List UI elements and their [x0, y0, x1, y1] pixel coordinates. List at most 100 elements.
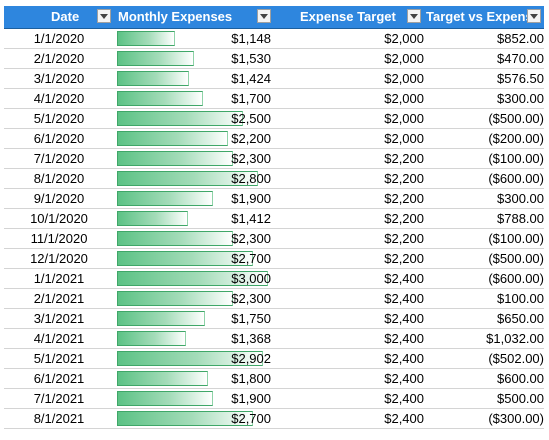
data-bar	[117, 31, 175, 46]
cell-expense-target[interactable]: $2,400	[274, 268, 424, 289]
expense-value: $2,300	[231, 231, 271, 246]
cell-target-vs-expense[interactable]: ($500.00)	[424, 248, 544, 269]
cell-monthly-expense[interactable]: $2,300	[114, 228, 274, 249]
cell-date[interactable]: 3/1/2021	[4, 308, 114, 329]
cell-date[interactable]: 6/1/2020	[4, 128, 114, 149]
cell-monthly-expense[interactable]: $1,900	[114, 188, 274, 209]
cell-monthly-expense[interactable]: $1,424	[114, 68, 274, 89]
cell-date[interactable]: 9/1/2020	[4, 188, 114, 209]
cell-monthly-expense[interactable]: $1,750	[114, 308, 274, 329]
table-row: 1/1/2021 $3,000 $2,400 ($600.00)	[4, 268, 544, 289]
column-header-label: Target vs Expens	[426, 9, 533, 24]
cell-target-vs-expense[interactable]: ($200.00)	[424, 128, 544, 149]
cell-expense-target[interactable]: $2,200	[274, 208, 424, 229]
cell-target-vs-expense[interactable]: $470.00	[424, 48, 544, 69]
cell-expense-target[interactable]: $2,400	[274, 308, 424, 329]
cell-target-vs-expense[interactable]: ($100.00)	[424, 148, 544, 169]
cell-date[interactable]: 1/1/2021	[4, 268, 114, 289]
cell-target-vs-expense[interactable]: $576.50	[424, 68, 544, 89]
cell-monthly-expense[interactable]: $1,800	[114, 368, 274, 389]
cell-expense-target[interactable]: $2,200	[274, 228, 424, 249]
cell-target-vs-expense[interactable]: $300.00	[424, 88, 544, 109]
expense-value: $1,424	[231, 71, 271, 86]
cell-expense-target[interactable]: $2,400	[274, 348, 424, 369]
data-bar	[117, 311, 205, 326]
data-bar	[117, 151, 233, 166]
cell-target-vs-expense[interactable]: ($600.00)	[424, 268, 544, 289]
cell-expense-target[interactable]: $2,400	[274, 288, 424, 309]
column-header-date[interactable]: Date	[4, 6, 114, 29]
cell-date[interactable]: 8/1/2021	[4, 408, 114, 429]
cell-date[interactable]: 1/1/2020	[4, 28, 114, 49]
cell-expense-target[interactable]: $2,000	[274, 108, 424, 129]
cell-target-vs-expense[interactable]: $650.00	[424, 308, 544, 329]
expense-value: $1,900	[231, 391, 271, 406]
cell-date[interactable]: 11/1/2020	[4, 228, 114, 249]
cell-monthly-expense[interactable]: $1,900	[114, 388, 274, 409]
filter-dropdown-icon[interactable]	[257, 9, 271, 23]
column-header-label: Date	[51, 9, 80, 24]
column-header-target-vs-expense[interactable]: Target vs Expens	[424, 6, 544, 29]
cell-target-vs-expense[interactable]: $1,032.00	[424, 328, 544, 349]
cell-date[interactable]: 5/1/2021	[4, 348, 114, 369]
filter-dropdown-icon[interactable]	[407, 9, 421, 23]
cell-date[interactable]: 3/1/2020	[4, 68, 114, 89]
cell-monthly-expense[interactable]: $1,530	[114, 48, 274, 69]
cell-monthly-expense[interactable]: $1,148	[114, 28, 274, 49]
cell-expense-target[interactable]: $2,000	[274, 48, 424, 69]
cell-target-vs-expense[interactable]: ($100.00)	[424, 228, 544, 249]
cell-monthly-expense[interactable]: $2,200	[114, 128, 274, 149]
cell-target-vs-expense[interactable]: $100.00	[424, 288, 544, 309]
cell-target-vs-expense[interactable]: $600.00	[424, 368, 544, 389]
cell-target-vs-expense[interactable]: ($502.00)	[424, 348, 544, 369]
cell-date[interactable]: 4/1/2021	[4, 328, 114, 349]
cell-expense-target[interactable]: $2,000	[274, 88, 424, 109]
cell-expense-target[interactable]: $2,000	[274, 128, 424, 149]
cell-monthly-expense[interactable]: $2,300	[114, 288, 274, 309]
cell-date[interactable]: 7/1/2020	[4, 148, 114, 169]
cell-monthly-expense[interactable]: $2,902	[114, 348, 274, 369]
cell-target-vs-expense[interactable]: $852.00	[424, 28, 544, 49]
cell-target-vs-expense[interactable]: $500.00	[424, 388, 544, 409]
cell-date[interactable]: 4/1/2020	[4, 88, 114, 109]
cell-monthly-expense[interactable]: $1,700	[114, 88, 274, 109]
cell-date[interactable]: 5/1/2020	[4, 108, 114, 129]
cell-expense-target[interactable]: $2,400	[274, 408, 424, 429]
cell-target-vs-expense[interactable]: ($600.00)	[424, 168, 544, 189]
cell-monthly-expense[interactable]: $2,800	[114, 168, 274, 189]
cell-expense-target[interactable]: $2,200	[274, 248, 424, 269]
cell-expense-target[interactable]: $2,000	[274, 28, 424, 49]
cell-target-vs-expense[interactable]: ($500.00)	[424, 108, 544, 129]
cell-expense-target[interactable]: $2,400	[274, 388, 424, 409]
expense-value: $2,300	[231, 291, 271, 306]
cell-date[interactable]: 2/1/2020	[4, 48, 114, 69]
filter-dropdown-icon[interactable]	[97, 9, 111, 23]
cell-expense-target[interactable]: $2,200	[274, 148, 424, 169]
cell-date[interactable]: 6/1/2021	[4, 368, 114, 389]
cell-monthly-expense[interactable]: $2,700	[114, 248, 274, 269]
filter-dropdown-icon[interactable]	[527, 9, 541, 23]
data-bar	[117, 351, 263, 366]
column-header-monthly-expenses[interactable]: Monthly Expenses	[114, 6, 274, 29]
cell-monthly-expense[interactable]: $1,412	[114, 208, 274, 229]
cell-date[interactable]: 2/1/2021	[4, 288, 114, 309]
cell-target-vs-expense[interactable]: ($300.00)	[424, 408, 544, 429]
cell-expense-target[interactable]: $2,400	[274, 328, 424, 349]
cell-monthly-expense[interactable]: $1,368	[114, 328, 274, 349]
cell-expense-target[interactable]: $2,000	[274, 68, 424, 89]
cell-expense-target[interactable]: $2,400	[274, 368, 424, 389]
column-header-expense-target[interactable]: Expense Target	[274, 6, 424, 29]
cell-expense-target[interactable]: $2,200	[274, 188, 424, 209]
cell-monthly-expense[interactable]: $2,500	[114, 108, 274, 129]
cell-date[interactable]: 8/1/2020	[4, 168, 114, 189]
cell-target-vs-expense[interactable]: $788.00	[424, 208, 544, 229]
header-row: Date Monthly Expenses Expense Target	[4, 6, 544, 29]
cell-date[interactable]: 10/1/2020	[4, 208, 114, 229]
cell-target-vs-expense[interactable]: $300.00	[424, 188, 544, 209]
cell-monthly-expense[interactable]: $2,700	[114, 408, 274, 429]
cell-date[interactable]: 12/1/2020	[4, 248, 114, 269]
cell-monthly-expense[interactable]: $2,300	[114, 148, 274, 169]
cell-date[interactable]: 7/1/2021	[4, 388, 114, 409]
cell-expense-target[interactable]: $2,200	[274, 168, 424, 189]
cell-monthly-expense[interactable]: $3,000	[114, 268, 274, 289]
